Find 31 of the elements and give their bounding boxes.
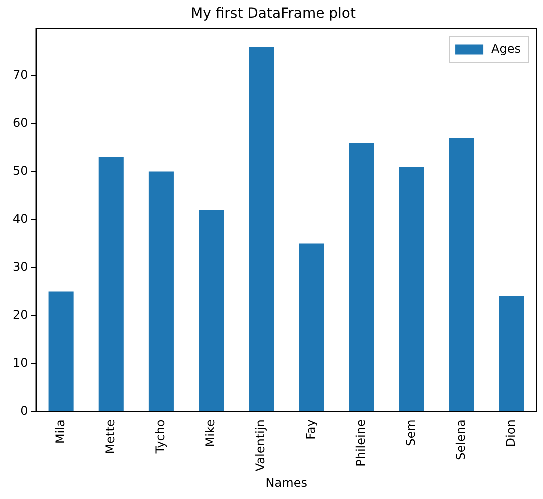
x-tick-label: Valentijn — [254, 420, 268, 472]
bar — [349, 142, 374, 412]
bar — [499, 296, 524, 412]
bar — [98, 157, 124, 412]
x-axis-title: Names — [266, 476, 308, 490]
bar — [449, 138, 474, 412]
y-tick-label: 40 — [12, 212, 28, 226]
bar — [299, 244, 324, 412]
bar — [399, 166, 424, 412]
bar — [249, 47, 274, 412]
x-tick-label: Phileine — [354, 420, 368, 467]
y-tick-label: 50 — [12, 164, 28, 178]
bar — [48, 292, 74, 412]
bar — [148, 172, 174, 412]
x-tick-label: Dion — [504, 420, 518, 448]
y-tick-label: 30 — [12, 260, 28, 274]
bar — [199, 210, 224, 412]
y-tick-label: 70 — [12, 68, 28, 82]
x-tick-label: Selena — [454, 420, 468, 460]
y-tick-label: 0 — [20, 404, 28, 418]
legend-label: Ages — [492, 42, 522, 56]
x-tick-label: Tycho — [154, 420, 168, 455]
x-tick-label: Mila — [53, 420, 68, 444]
x-tick-label: Mike — [204, 420, 218, 448]
x-tick-label: Sem — [404, 420, 418, 446]
y-tick-label: 10 — [12, 356, 28, 370]
x-tick-label: Mette — [104, 420, 118, 454]
chart-title: My first DataFrame plot — [191, 6, 356, 22]
y-tick-label: 60 — [12, 116, 28, 130]
y-tick-label: 20 — [12, 308, 28, 322]
x-tick-label: Fay — [304, 420, 318, 440]
